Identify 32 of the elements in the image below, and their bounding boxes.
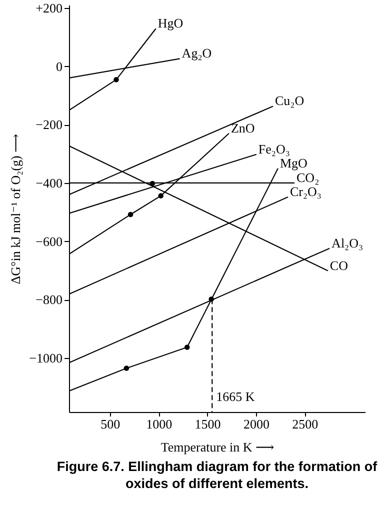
x-tick-label: 2000	[243, 416, 270, 432]
point	[150, 180, 156, 186]
series-label: MgO	[280, 155, 308, 170]
y-tick-label: −400	[36, 175, 62, 190]
series-label: Ag₂O	[182, 46, 212, 61]
series-label: Al₂O₃	[332, 235, 364, 250]
y-tick-label: −800	[36, 292, 62, 308]
y-tick-label: +200	[36, 0, 62, 16]
series-label: CO₂	[296, 170, 320, 185]
y-axis-title: ΔG°in kJ mol⁻¹ of O₂(g) ⟶	[8, 133, 24, 284]
point	[114, 77, 119, 82]
point	[158, 193, 164, 198]
x-tick-label: 1000	[146, 416, 172, 432]
y-tick-label: −600	[36, 234, 62, 249]
series-label: 1665 K	[216, 389, 256, 404]
point	[124, 366, 130, 371]
series-label: Fe₂O₃	[258, 141, 290, 156]
x-axis-title: Temperature in K ⟶	[160, 440, 275, 454]
x-tick-label: 2500	[292, 416, 318, 432]
series-label: Cu₂O	[274, 93, 304, 108]
series-label: CO	[330, 258, 348, 273]
y-tick-label: −200	[36, 117, 62, 132]
point	[128, 212, 134, 218]
x-tick-label: 1500	[194, 416, 221, 432]
text: Figure 6.7. Ellingham diagram for the formation of oxides of different elements.	[56, 459, 378, 491]
y-tick-label: −1000	[29, 350, 62, 366]
x-tick-label: 500	[100, 416, 120, 432]
series-label: ZnO	[230, 120, 255, 136]
series-label: HgO	[158, 16, 184, 31]
y-tick-label: 0	[56, 58, 62, 74]
point	[184, 344, 190, 350]
series-label: Cr₂O₃	[290, 184, 322, 199]
